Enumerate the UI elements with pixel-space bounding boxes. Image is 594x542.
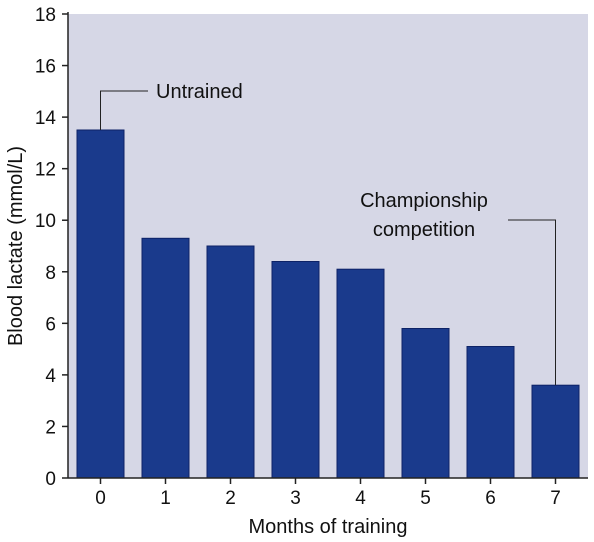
annotation-championship-line: Championship <box>360 190 488 212</box>
bar-month-1 <box>141 237 190 479</box>
y-tick-label: 14 <box>35 108 57 129</box>
annotation-untrained: Untrained <box>156 81 243 103</box>
bar-month-3 <box>271 261 320 479</box>
y-tick-label: 18 <box>35 5 56 26</box>
annotation-leader-championship <box>508 219 556 386</box>
x-tick-label: 1 <box>160 488 171 509</box>
annotations: Untrained Championship competition <box>100 81 556 386</box>
x-tick-label: 0 <box>95 488 106 509</box>
y-tick-label: 2 <box>45 417 56 438</box>
y-tick-label: 10 <box>35 211 56 232</box>
x-tick-label: 6 <box>485 488 496 509</box>
bar-month-0 <box>76 129 125 479</box>
annotation-leader-untrained <box>100 90 148 130</box>
y-axis-title: Blood lactate (mmol/L) <box>5 146 27 346</box>
bar-month-4 <box>336 268 385 479</box>
x-axis-title: Months of training <box>249 516 408 538</box>
y-tick-label: 0 <box>45 469 56 490</box>
bar-month-5 <box>401 328 450 479</box>
y-tick-label: 8 <box>45 263 56 284</box>
x-tick-label: 2 <box>225 488 236 509</box>
y-tick-label: 16 <box>35 57 56 78</box>
y-tick-label: 12 <box>35 160 56 181</box>
x-tick-label: 7 <box>550 488 561 509</box>
bars <box>76 129 580 479</box>
bar-month-7 <box>531 384 580 479</box>
y-tick-label: 6 <box>45 314 56 335</box>
annotation-championship-line: competition <box>373 219 475 241</box>
bar-month-2 <box>206 245 255 479</box>
bar-month-6 <box>466 346 515 479</box>
x-tick-label: 4 <box>355 488 366 509</box>
y-tick-label: 4 <box>45 366 56 387</box>
x-tick-label: 5 <box>420 488 431 509</box>
x-tick-label: 3 <box>290 488 301 509</box>
